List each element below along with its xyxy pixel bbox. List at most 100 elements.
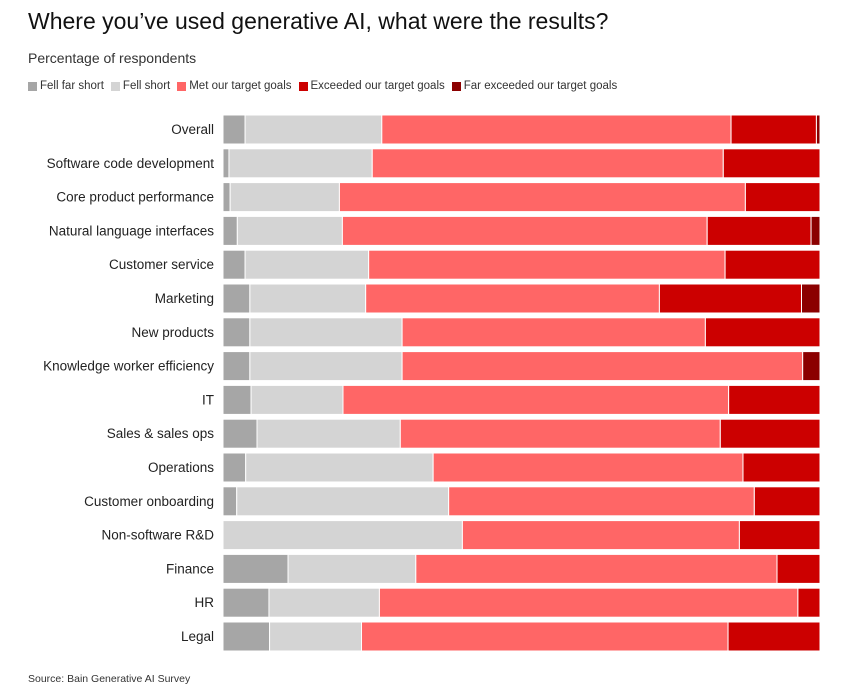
bar-segment-software-code-development-fell-short <box>228 148 373 179</box>
bar-segment-knowledge-worker-efficiency-met-our-target-goals <box>401 351 804 382</box>
bar-segment-core-product-performance-met-our-target-goals <box>338 182 746 213</box>
bar-segment-customer-service-fell-short <box>244 249 370 280</box>
bar-segment-new-products-exceeded-our-target-goals <box>704 317 821 348</box>
bar-segment-customer-onboarding-exceeded-our-target-goals <box>753 486 821 517</box>
bar-segment-finance-fell-far-short <box>222 553 289 584</box>
bar-segment-overall-fell-short <box>244 114 383 145</box>
legend-swatch <box>298 81 308 91</box>
bar-segment-software-code-development-met-our-target-goals <box>371 148 724 179</box>
bar-segment-overall-fell-far-short <box>222 114 246 145</box>
legend-swatch <box>110 81 120 91</box>
bar-segment-operations-fell-far-short <box>222 452 247 483</box>
bar-segment-software-code-development-fell-far-short <box>222 148 230 179</box>
stacked-bar-chart: Overall Software code development Core pro… <box>43 114 821 652</box>
chart-title: Where you’ve used generative AI, what we… <box>28 8 609 34</box>
category-label-software-code-development: Software code development <box>47 156 215 171</box>
bar-segment-customer-onboarding-met-our-target-goals <box>448 486 755 517</box>
legend-item-fell-far-short: Fell far short <box>28 80 104 92</box>
bar-segment-operations-fell-short <box>245 452 434 483</box>
bar-segment-natural-language-interfaces-fell-far-short <box>222 215 238 246</box>
bar-segment-overall-far-exceeded-our-target-goals <box>815 114 821 145</box>
legend-label: Exceeded our target goals <box>310 80 445 92</box>
bar-segment-sales-and-sales-ops-met-our-target-goals <box>399 418 721 449</box>
bar-segment-it-exceeded-our-target-goals <box>728 384 821 415</box>
bar-segment-finance-fell-short <box>287 553 417 584</box>
legend-swatch <box>451 81 461 91</box>
bar-segment-knowledge-worker-efficiency-fell-far-short <box>222 351 251 382</box>
bar-segment-core-product-performance-exceeded-our-target-goals <box>744 182 821 213</box>
legend-label: Far exceeded our target goals <box>463 80 618 92</box>
legend-item-met-our-target-goals: Met our target goals <box>177 80 292 92</box>
bar-segment-software-code-development-exceeded-our-target-goals <box>722 148 821 179</box>
bar-segment-sales-and-sales-ops-fell-far-short <box>222 418 258 449</box>
category-label-new-products: New products <box>131 325 214 340</box>
category-label-marketing: Marketing <box>155 291 214 306</box>
chart-legend: Fell far short Fell short Met our target g… <box>28 80 624 92</box>
legend-item-exceeded-our-target-goals: Exceeded our target goals <box>298 80 445 92</box>
bar-segment-overall-met-our-target-goals <box>381 114 732 145</box>
bar-segment-hr-met-our-target-goals <box>378 587 799 618</box>
bar-segment-core-product-performance-fell-short <box>229 182 340 213</box>
bar-segment-operations-exceeded-our-target-goals <box>742 452 821 483</box>
category-label-knowledge-worker-efficiency: Knowledge worker efficiency <box>43 359 214 374</box>
bar-segment-marketing-fell-far-short <box>222 283 251 314</box>
bar-segment-non-software-randd-met-our-target-goals <box>461 520 740 551</box>
bar-segment-natural-language-interfaces-exceeded-our-target-goals <box>706 215 812 246</box>
bar-segment-non-software-randd-exceeded-our-target-goals <box>738 520 821 551</box>
bar-segment-natural-language-interfaces-far-exceeded-our-target-goals <box>810 215 821 246</box>
bar-segment-sales-and-sales-ops-fell-short <box>256 418 401 449</box>
bar-segment-new-products-fell-short <box>249 317 403 348</box>
legend-item-fell-short: Fell short <box>110 80 171 92</box>
bar-segment-it-met-our-target-goals <box>342 384 730 415</box>
bar-segment-it-fell-short <box>250 384 344 415</box>
bar-segment-legal-fell-far-short <box>222 621 271 652</box>
bar-segment-it-fell-far-short <box>222 384 252 415</box>
category-label-natural-language-interfaces: Natural language interfaces <box>49 223 214 238</box>
bar-segment-customer-service-fell-far-short <box>222 249 246 280</box>
bar-segment-finance-exceeded-our-target-goals <box>776 553 821 584</box>
bar-segment-marketing-exceeded-our-target-goals <box>658 283 802 314</box>
bar-segment-non-software-randd-fell-short <box>222 520 463 551</box>
bar-segment-hr-exceeded-our-target-goals <box>797 587 821 618</box>
category-label-operations: Operations <box>148 460 214 475</box>
category-label-legal: Legal <box>181 629 214 644</box>
bar-segment-new-products-fell-far-short <box>222 317 251 348</box>
category-label-it: IT <box>202 392 214 407</box>
category-label-customer-service: Customer service <box>109 257 214 272</box>
bar-segment-overall-exceeded-our-target-goals <box>730 114 817 145</box>
legend-label: Met our target goals <box>189 80 292 92</box>
bar-segment-legal-exceeded-our-target-goals <box>727 621 821 652</box>
bar-segment-sales-and-sales-ops-exceeded-our-target-goals <box>719 418 821 449</box>
category-label-sales-and-sales-ops: Sales & sales ops <box>107 426 215 441</box>
bar-segment-knowledge-worker-efficiency-fell-short <box>249 351 403 382</box>
bar-segment-customer-onboarding-fell-short <box>236 486 450 517</box>
bar-segment-natural-language-interfaces-met-our-target-goals <box>341 215 708 246</box>
bar-segment-marketing-fell-short <box>249 283 367 314</box>
legend-swatch <box>177 81 187 91</box>
legend-label: Fell far short <box>40 80 104 92</box>
legend-swatch <box>28 81 37 91</box>
bar-segment-customer-onboarding-fell-far-short <box>222 486 238 517</box>
bar-segment-legal-met-our-target-goals <box>361 621 729 652</box>
category-label-hr: HR <box>195 595 215 610</box>
bar-segment-legal-fell-short <box>269 621 363 652</box>
chart-subtitle: Percentage of respondents <box>28 50 197 66</box>
bar-segment-marketing-far-exceeded-our-target-goals <box>800 283 821 314</box>
bar-segment-customer-service-exceeded-our-target-goals <box>724 249 821 280</box>
bar-segment-customer-service-met-our-target-goals <box>368 249 726 280</box>
bar-segment-marketing-met-our-target-goals <box>365 283 660 314</box>
source-note: Source: Bain Generative AI Survey <box>28 673 191 685</box>
bar-segment-operations-met-our-target-goals <box>432 452 744 483</box>
legend-label: Fell short <box>122 80 171 92</box>
category-label-finance: Finance <box>166 561 214 576</box>
bar-segment-natural-language-interfaces-fell-short <box>236 215 343 246</box>
bar-segment-hr-fell-far-short <box>222 587 270 618</box>
bar-segment-finance-met-our-target-goals <box>415 553 778 584</box>
category-label-core-product-performance: Core product performance <box>56 190 214 205</box>
bar-segment-knowledge-worker-efficiency-far-exceeded-our-target-goals <box>802 351 821 382</box>
legend-item-far-exceeded-our-target-goals: Far exceeded our target goals <box>451 80 618 92</box>
category-label-non-software-randd: Non-software R&D <box>101 528 214 543</box>
bar-segment-new-products-met-our-target-goals <box>401 317 706 348</box>
bar-segment-core-product-performance-fell-far-short <box>222 182 231 213</box>
category-label-customer-onboarding: Customer onboarding <box>84 494 214 509</box>
